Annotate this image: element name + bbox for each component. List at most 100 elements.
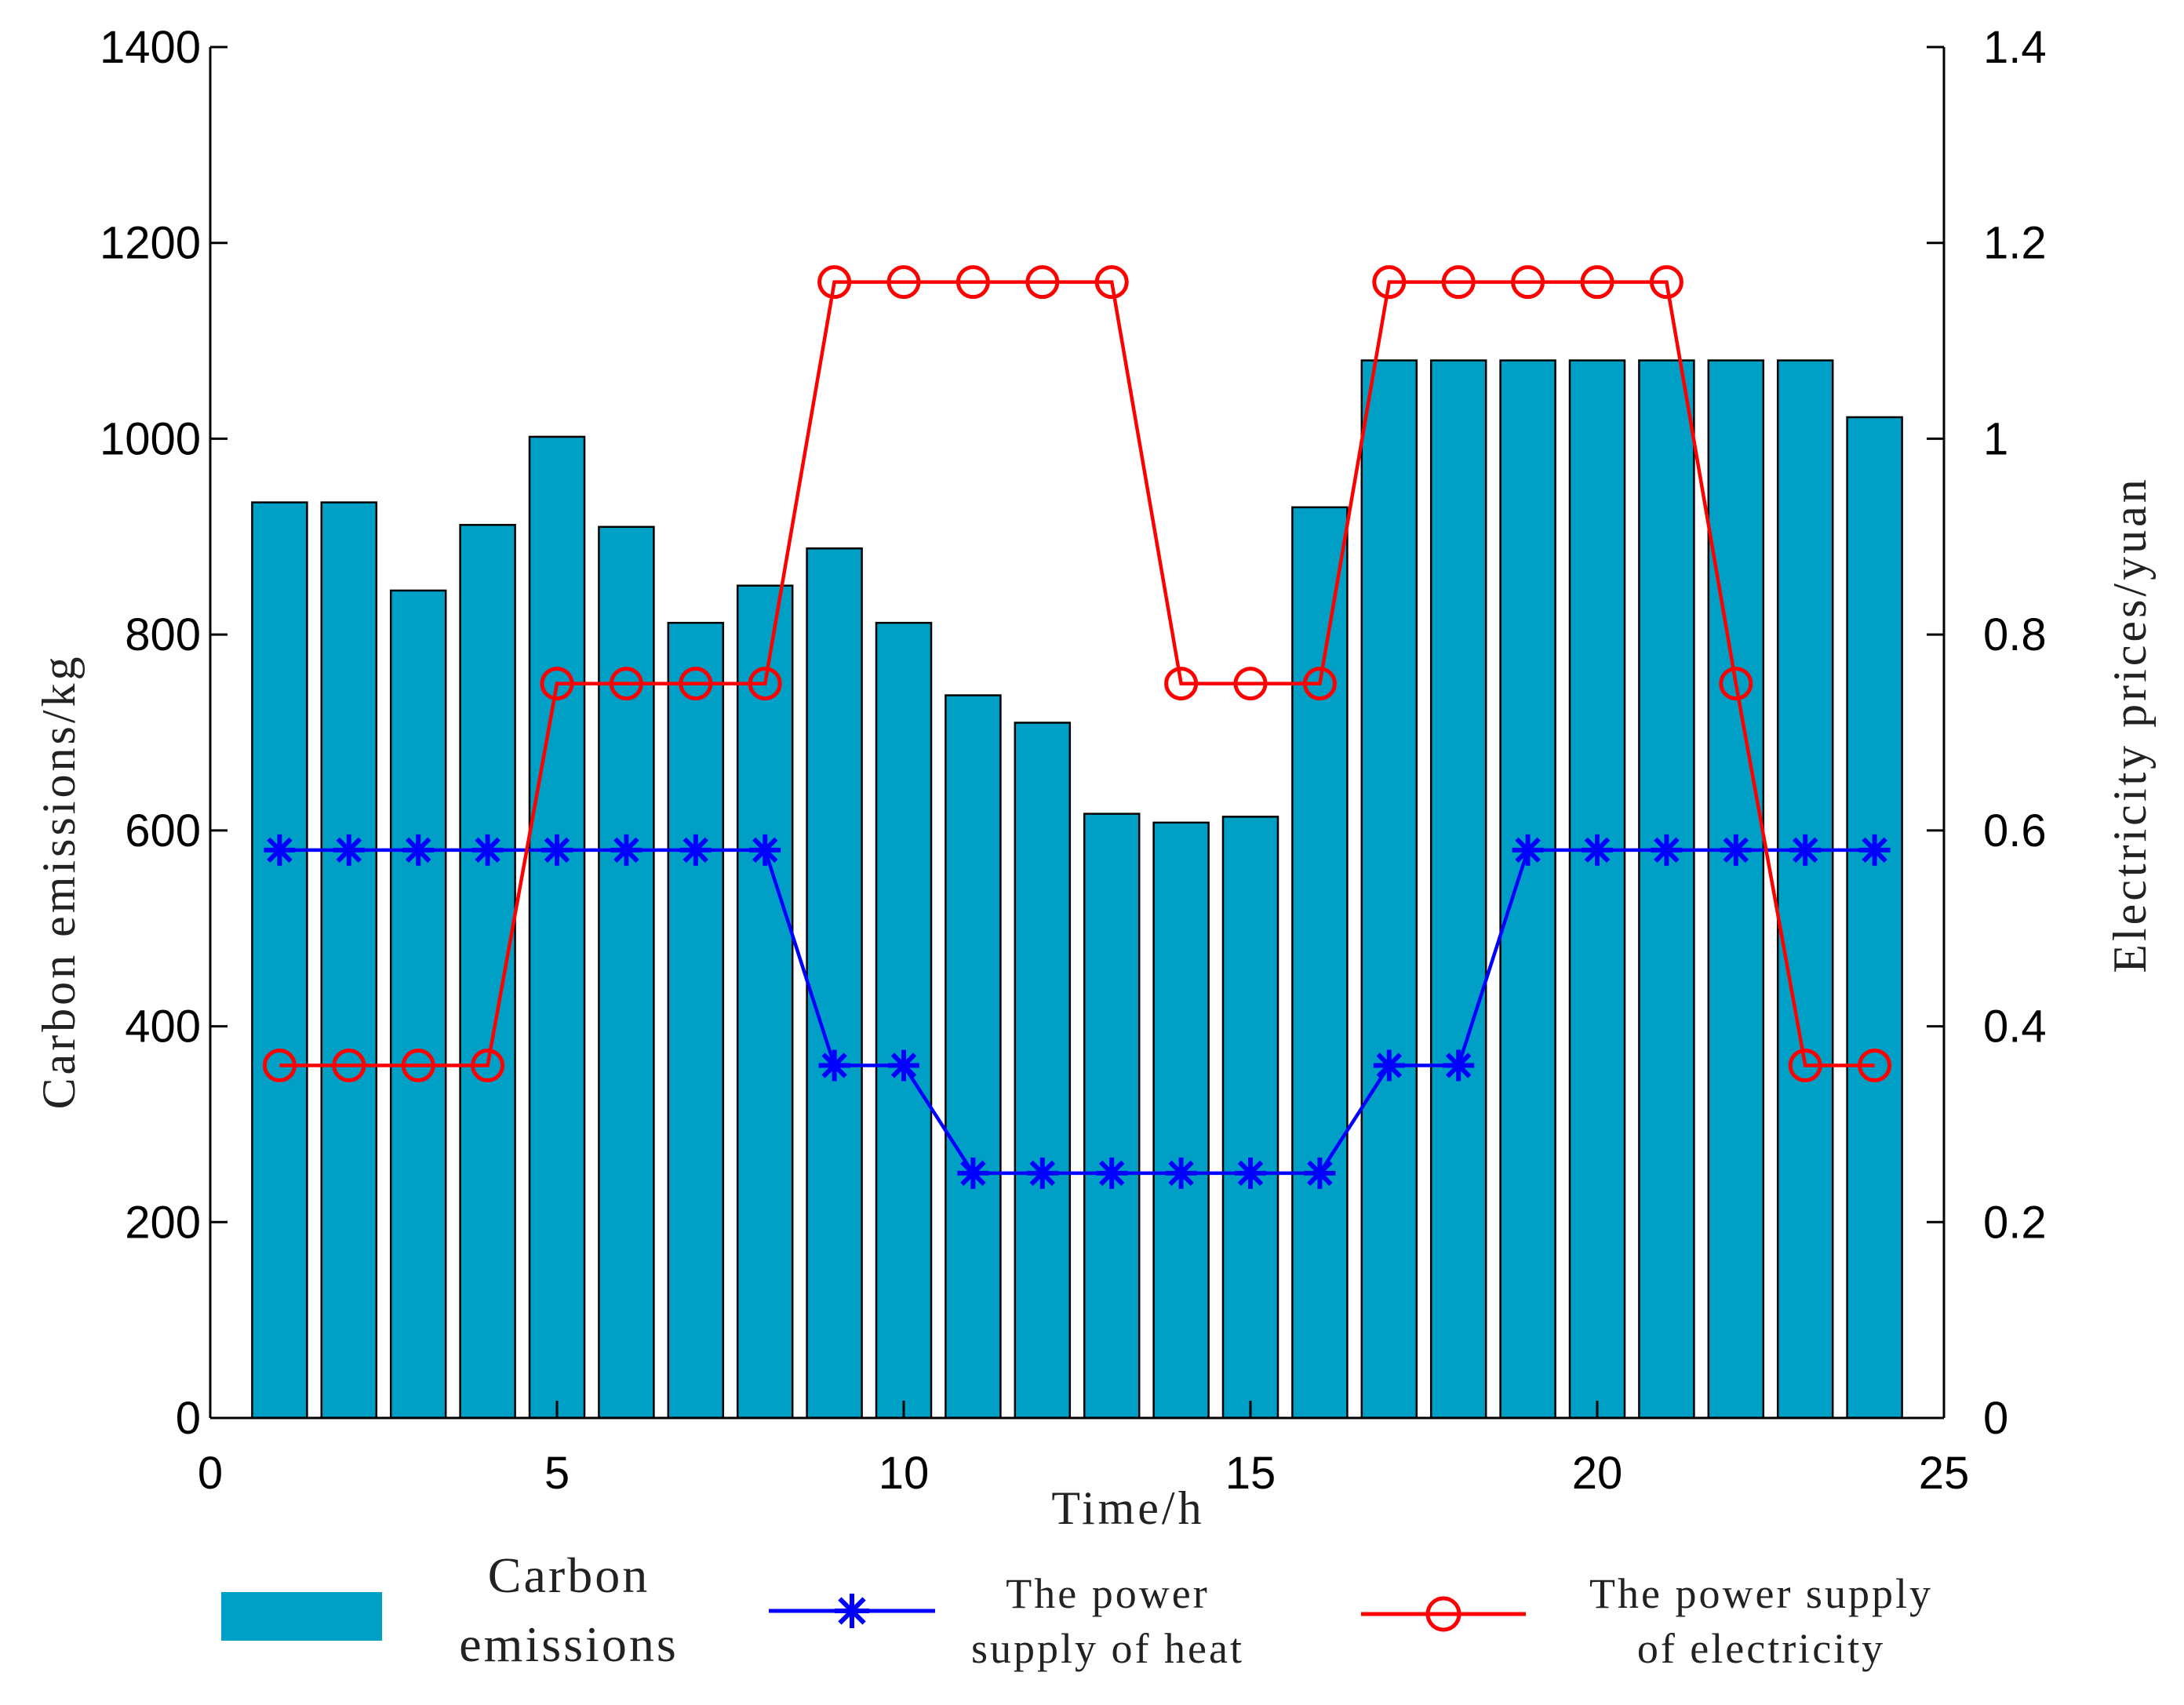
legend-heat-label-line2: supply of heat — [971, 1625, 1244, 1672]
legend: Carbon emissions The power supply of hea… — [221, 1547, 1933, 1672]
axes-layer — [209, 47, 1946, 1420]
electricity-circle-marker — [1511, 265, 1545, 300]
electricity-circle-marker — [1580, 265, 1614, 300]
electricity-circle-marker — [471, 1049, 505, 1083]
lines-layer — [262, 265, 1892, 1189]
electricity-circle-marker — [1164, 667, 1199, 701]
bar-carbon-emissions — [1083, 813, 1141, 1420]
bar-carbon-emissions — [945, 694, 1002, 1420]
y-left-tick-label: 1200 — [100, 218, 201, 269]
heat-star-marker — [264, 834, 296, 866]
heat-star-marker — [1512, 834, 1544, 866]
electricity-circle-marker — [1094, 265, 1129, 300]
x-axis-title: Time/h — [1051, 1482, 1204, 1534]
x-tick-label: 10 — [879, 1448, 930, 1499]
heat-star-marker — [1443, 1049, 1475, 1082]
ticks-layer: 0 5 10 15 20 25 0 200 400 600 800 1000 1200 1400 0 0.2 0… — [100, 22, 2047, 1499]
bar-carbon-emissions — [598, 525, 655, 1420]
y-left-tick-label: 0 — [176, 1393, 201, 1444]
electricity-circle-marker — [540, 667, 574, 701]
heat-star-marker — [1720, 834, 1752, 866]
heat-star-marker — [679, 834, 712, 866]
y-right-tick-label: 1.4 — [1983, 22, 2047, 73]
bar-carbon-emissions — [1152, 821, 1210, 1420]
electricity-circle-marker — [332, 1049, 366, 1083]
right-y-axis-title: Electricity prices/yuan — [2104, 476, 2156, 972]
bar-carbon-emissions — [875, 621, 933, 1420]
y-right-tick-label: 1 — [1983, 413, 2008, 464]
heat-star-marker — [1304, 1157, 1336, 1189]
electricity-circle-marker — [1649, 265, 1684, 300]
legend-bars-label-line2: emissions — [459, 1616, 678, 1672]
y-left-tick-label: 800 — [125, 609, 201, 660]
heat-star-marker — [888, 1049, 919, 1082]
y-left-tick-label: 1400 — [100, 22, 201, 73]
electricity-circle-marker — [1233, 667, 1268, 701]
heat-star-marker — [541, 834, 573, 866]
electricity-circle-marker — [1719, 667, 1753, 701]
bar-carbon-emissions — [736, 584, 794, 1420]
bar-carbon-emissions — [320, 501, 378, 1420]
bar-carbon-emissions — [1707, 359, 1765, 1420]
electricity-circle-marker — [401, 1049, 435, 1083]
heat-star-marker — [1165, 1157, 1197, 1189]
y-right-tick-label: 0.2 — [1983, 1197, 2047, 1248]
legend-elec-label-line1: The power supply — [1589, 1570, 1933, 1617]
heat-star-marker — [1373, 1049, 1405, 1082]
heat-star-marker — [333, 834, 365, 866]
heat-star-marker — [957, 1157, 989, 1189]
heat-star-marker — [1789, 834, 1822, 866]
y-right-tick-label: 0.4 — [1983, 1002, 2047, 1052]
bar-carbon-emissions — [1429, 359, 1487, 1420]
electricity-circle-marker — [1372, 265, 1407, 300]
y-left-tick-label: 1000 — [100, 413, 201, 464]
electricity-circle-marker — [748, 667, 782, 701]
electricity-circle-marker — [886, 265, 921, 300]
y-right-tick-label: 0.6 — [1983, 805, 2047, 856]
bar-carbon-emissions — [1776, 359, 1834, 1420]
y-left-tick-label: 200 — [125, 1197, 201, 1248]
bars-layer — [251, 359, 1903, 1420]
electricity-circle-marker — [956, 265, 990, 300]
left-y-axis-title: Carbon emissions/kg — [33, 654, 85, 1110]
y-right-tick-label: 0 — [1983, 1393, 2008, 1444]
heat-star-marker — [471, 834, 504, 866]
legend-heat-star-icon — [835, 1594, 869, 1628]
heat-star-marker — [1235, 1157, 1266, 1189]
electricity-circle-marker — [1302, 667, 1337, 701]
y-right-tick-label: 0.8 — [1983, 609, 2047, 660]
bar-carbon-emissions — [389, 589, 447, 1420]
bar-carbon-emissions — [1360, 359, 1418, 1420]
x-tick-label: 15 — [1225, 1448, 1276, 1499]
x-tick-label: 5 — [544, 1448, 570, 1499]
bar-carbon-emissions — [251, 501, 308, 1420]
electricity-circle-marker — [1025, 265, 1060, 300]
bar-carbon-emissions — [1568, 359, 1626, 1420]
y-left-tick-label: 400 — [125, 1002, 201, 1052]
bar-carbon-emissions — [1291, 506, 1349, 1420]
y-left-tick-label: 600 — [125, 805, 201, 856]
heat-star-marker — [1026, 1157, 1058, 1189]
bar-carbon-emissions — [528, 435, 586, 1420]
electricity-circle-marker — [817, 265, 852, 300]
heat-star-marker — [835, 1594, 869, 1628]
electricity-supply-line — [279, 280, 1875, 1067]
bar-carbon-emissions — [1014, 722, 1072, 1420]
y-right-tick-label: 1.2 — [1983, 218, 2047, 269]
electricity-circle-marker — [1788, 1049, 1822, 1083]
bar-carbon-emissions — [1499, 359, 1556, 1420]
heat-star-marker — [1096, 1157, 1128, 1189]
heat-star-marker — [1858, 834, 1891, 866]
x-tick-label: 25 — [1919, 1448, 1970, 1499]
heat-star-marker — [818, 1049, 850, 1082]
electricity-circle-marker — [1441, 265, 1476, 300]
heat-star-marker — [610, 834, 642, 866]
legend-heat-label-line1: The power — [1006, 1570, 1209, 1617]
heat-star-marker — [1651, 834, 1683, 866]
legend-bars-label-line1: Carbon — [488, 1547, 650, 1603]
bar-carbon-emissions — [1638, 359, 1695, 1420]
legend-elec-circle-icon — [1425, 1596, 1461, 1632]
heat-star-marker — [1582, 834, 1613, 866]
legend-bar-swatch — [221, 1592, 382, 1641]
